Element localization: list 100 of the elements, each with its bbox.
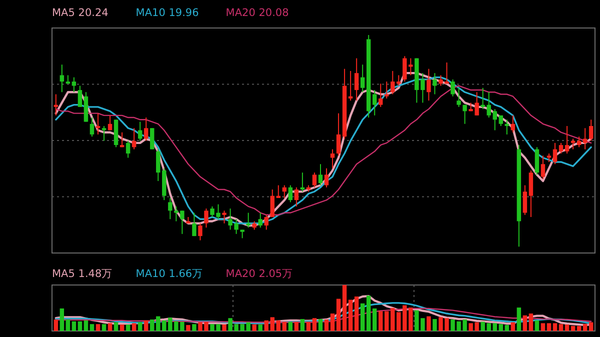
candlestick (354, 58, 359, 102)
bar (294, 322, 299, 331)
bar (582, 324, 588, 331)
bar (108, 323, 112, 331)
candlestick (552, 142, 558, 165)
candlestick (72, 76, 76, 93)
bar (276, 320, 281, 331)
bar (150, 320, 154, 331)
bar (312, 318, 317, 331)
bar (288, 322, 293, 331)
bar (534, 320, 540, 331)
candlestick (270, 189, 274, 218)
bar (564, 324, 570, 331)
candlestick (126, 140, 130, 158)
bar (486, 323, 491, 331)
candlestick (90, 117, 94, 138)
bar (138, 322, 142, 331)
candlestick (330, 148, 335, 169)
bar (558, 324, 564, 331)
candlestick (426, 68, 431, 102)
candlestick (456, 87, 461, 108)
bar (336, 298, 341, 331)
candlestick (138, 121, 142, 142)
candlestick (360, 64, 365, 93)
bar (120, 324, 124, 331)
candlestick (282, 184, 287, 198)
bar (156, 316, 160, 331)
candlestick (510, 114, 516, 133)
bar (342, 285, 347, 331)
bar (102, 324, 106, 331)
bar (192, 324, 196, 331)
bar (504, 325, 510, 331)
bar (516, 308, 522, 331)
candlestick (450, 78, 455, 97)
bar (84, 320, 88, 331)
candlestick (132, 128, 136, 150)
bar (270, 317, 274, 331)
bar (252, 324, 256, 331)
candlestick (486, 92, 491, 118)
bar (432, 319, 437, 331)
candlestick (588, 119, 594, 142)
bar (54, 320, 58, 331)
bar (78, 321, 82, 331)
bar (330, 314, 335, 331)
bar (480, 322, 485, 331)
candlestick (462, 104, 467, 124)
candlestick (204, 208, 208, 228)
bar (222, 324, 226, 331)
bar (552, 323, 558, 331)
candlestick (432, 72, 437, 95)
candlestick (576, 136, 582, 148)
bar (126, 324, 130, 331)
bar (492, 323, 497, 331)
candlestick (288, 184, 293, 203)
candlestick (78, 85, 82, 108)
bar (510, 322, 516, 331)
candlestick (192, 212, 196, 237)
bar (186, 325, 190, 331)
candlestick (246, 212, 250, 228)
bar (258, 324, 262, 331)
bar (318, 319, 323, 331)
candlestick (528, 170, 534, 218)
text: MA20 20.08 (226, 7, 289, 19)
candlestick (198, 222, 202, 241)
candlestick (564, 126, 570, 154)
text: MA5 20.24 (52, 7, 109, 19)
bar (354, 296, 359, 331)
bar (576, 326, 582, 331)
bar (378, 311, 383, 331)
bar (570, 326, 576, 331)
candlestick (264, 214, 268, 230)
candlestick (558, 142, 564, 154)
candlestick (372, 90, 377, 116)
candlestick (144, 117, 148, 142)
candlestick (312, 172, 317, 188)
text: MA20 2.05万 (226, 268, 294, 280)
candlestick (60, 64, 64, 93)
bar (366, 296, 371, 331)
bar (114, 322, 118, 331)
candlestick (534, 146, 540, 176)
bar (282, 322, 287, 331)
text: MA10 19.96 (136, 7, 200, 19)
candlestick (540, 155, 546, 180)
bar (306, 322, 311, 331)
bar (72, 321, 76, 331)
bar (324, 320, 329, 331)
bar (96, 324, 100, 331)
bar (540, 323, 546, 331)
candlestick (336, 112, 341, 156)
bar (546, 323, 552, 331)
candlestick (222, 210, 226, 224)
bar (522, 315, 528, 331)
bar (588, 322, 594, 331)
candlestick (324, 168, 329, 188)
text: MA10 1.66万 (136, 268, 204, 280)
bar (384, 311, 389, 331)
bar (144, 320, 148, 331)
bar (264, 320, 268, 331)
bar (300, 319, 305, 331)
bar (348, 300, 353, 331)
